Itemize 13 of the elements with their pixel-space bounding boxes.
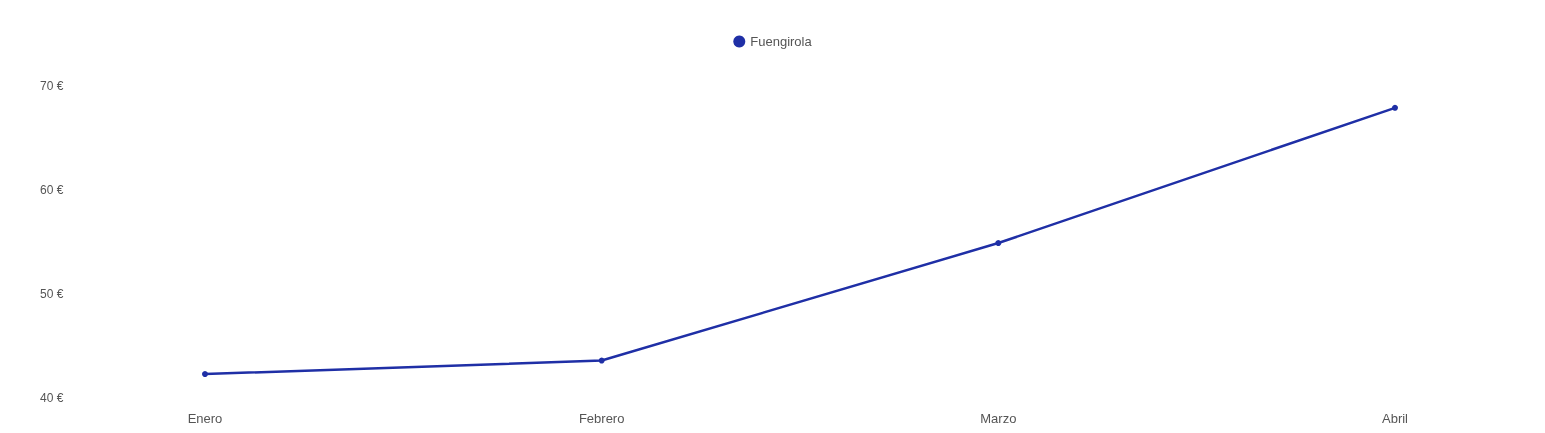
y-tick-label: 50 €	[40, 287, 64, 301]
y-tick-label: 60 €	[40, 183, 64, 197]
legend-label: Fuengirola	[750, 34, 813, 49]
y-tick-label: 70 €	[40, 79, 64, 93]
point	[1392, 104, 1398, 111]
x-tick-label: Enero	[187, 411, 223, 426]
x-tick-label: Febrero	[578, 411, 625, 426]
point	[202, 371, 208, 378]
x-tick-label: Marzo	[980, 411, 1017, 426]
point	[995, 240, 1002, 247]
y-tick-label: 40 €	[40, 391, 64, 405]
point	[598, 357, 605, 364]
x-tick-label: Abril	[1381, 411, 1409, 426]
